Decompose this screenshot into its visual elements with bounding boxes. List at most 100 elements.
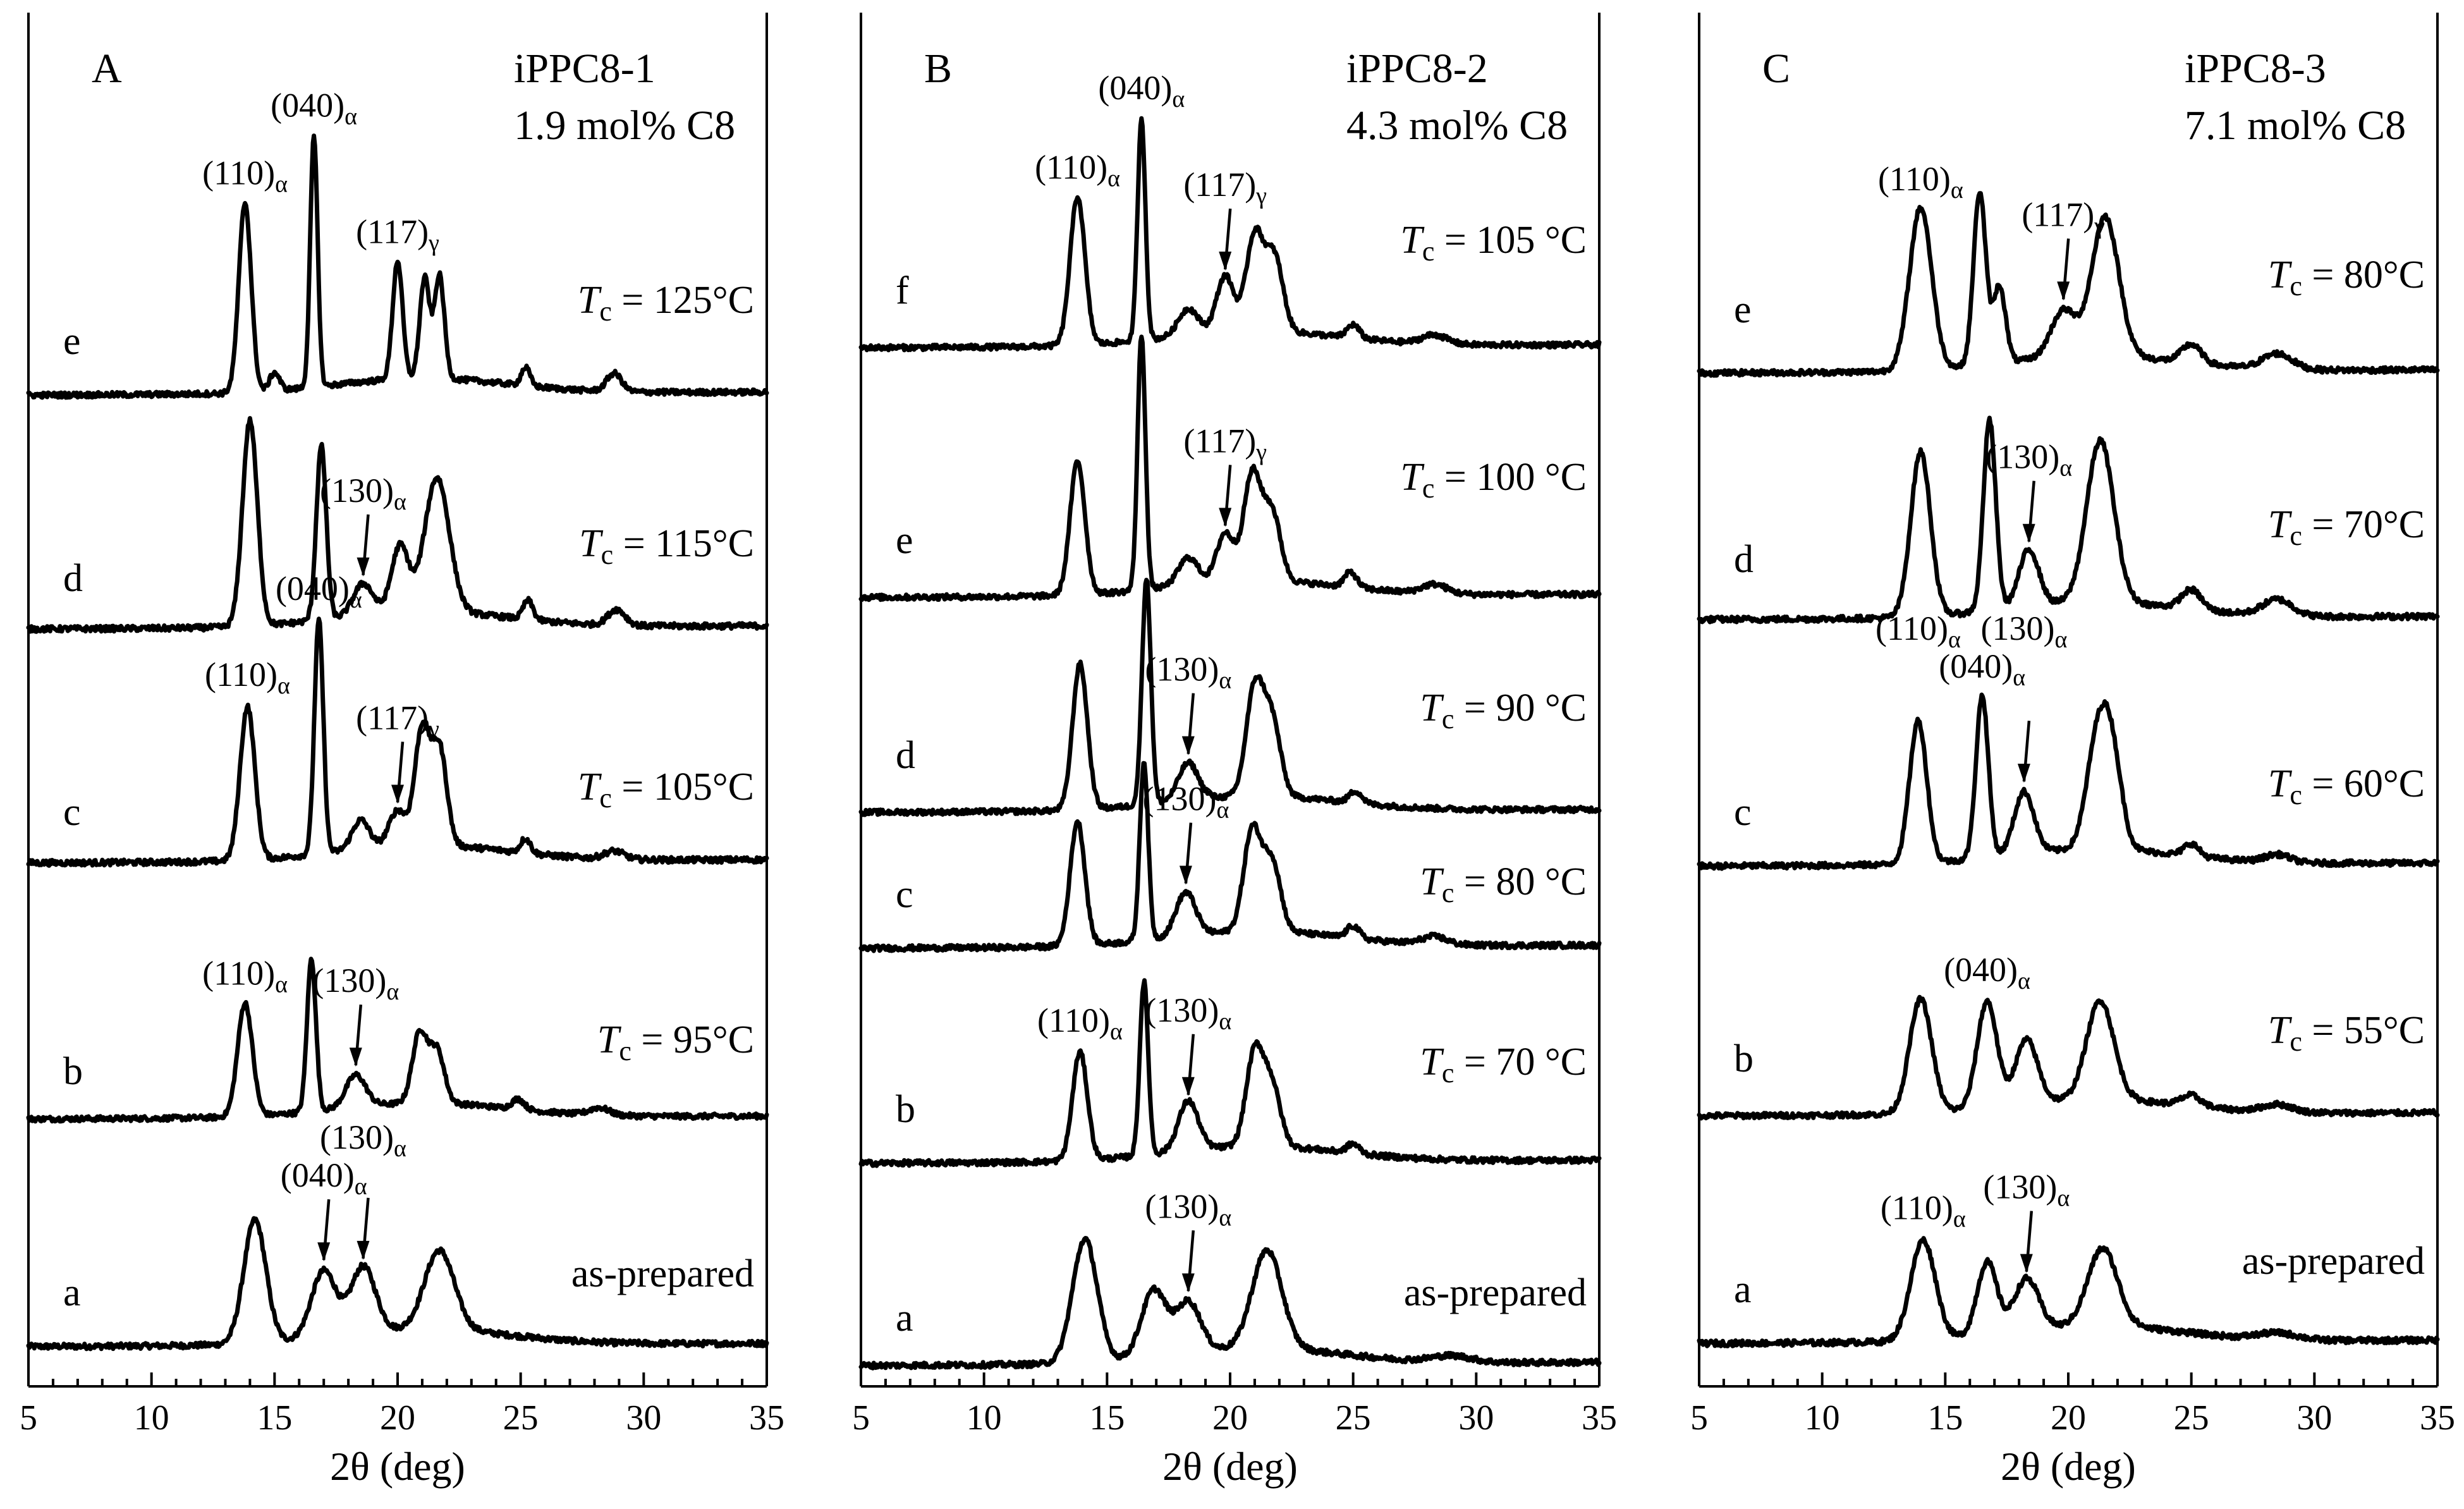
x-tick-label: 20 [380,1398,415,1438]
reflection-label: (130)α [1145,1187,1231,1231]
xrd-curve-e [1697,191,2440,378]
reflection-label: (110)α [1035,148,1120,192]
condition-label-f: Tc = 105 °C [1400,219,1587,267]
sample-name: iPPC8-2 [1346,46,1488,92]
x-tick-label: 25 [1336,1398,1371,1438]
condition-label-c: Tc = 80 °C [1420,860,1587,908]
series-label-a: a [896,1297,913,1340]
x-tick-label: 15 [257,1398,292,1438]
composition-label: 4.3 mol% C8 [1346,102,1568,149]
annotation-arrowhead [1181,736,1195,755]
reflection-label: (110)α [205,656,290,699]
reflection-label: (110)α [1875,609,1961,653]
reflection-label: (040)α [1939,647,2025,691]
series-label-c: c [896,873,913,916]
condition-label-b: Tc = 70 °C [1420,1041,1587,1089]
annotation-arrowhead [391,785,404,804]
series-label-a: a [1734,1268,1752,1311]
annotation-arrowhead [357,1240,370,1260]
composition-label: 1.9 mol% C8 [514,102,735,149]
series-label-c: c [1734,791,1752,834]
reflection-label: (040)α [281,1156,367,1200]
condition-label-b: Tc = 55°C [2268,1009,2425,1057]
annotation-arrowhead [357,557,370,577]
condition-label-c: Tc = 105°C [578,766,754,814]
xrd-curve-a [858,1236,1602,1371]
reflection-label: (117)γ [1183,422,1267,465]
series-label-e: e [896,519,913,562]
reflection-label: (117)γ [356,212,439,256]
condition-label-e: Tc = 80°C [2268,254,2425,302]
x-tick-label: 30 [1458,1398,1494,1438]
series-label-b: b [63,1050,83,1093]
reflection-label: (110)α [202,955,288,998]
condition-label-e: Tc = 125°C [578,279,754,327]
annotation-arrowhead [349,1048,362,1067]
condition-label-a: as-prepared [1404,1271,1587,1314]
reflection-label: (040)α [1944,951,2030,994]
series-label-b: b [896,1088,915,1131]
xrd-curve-c [1697,692,2440,871]
reflection-label: (117)γ [2022,195,2105,239]
xrd-curve-d [26,416,769,634]
panel-B: 5 10 15 20 25 30 35 2θ (deg) B iPPC8-2 4.3 mol% C8… [852,13,1617,1489]
x-tick-label: 10 [967,1398,1002,1438]
condition-label-a: as-prepared [2242,1240,2425,1283]
x-axis-label: 2θ (deg) [330,1444,465,1489]
xrd-curve-e [26,133,769,400]
reflection-label: (130)α [1983,1168,2070,1212]
series-label-d: d [896,734,915,777]
panel-C: 5 10 15 20 25 30 35 2θ (deg) C iPPC8-3 7.1 mol% C8… [1690,13,2455,1489]
xrd-curve-c [858,761,1602,953]
xrd-curve-a [26,1216,769,1352]
x-tick-label: 35 [2420,1398,2455,1438]
annotation-arrowhead [317,1242,331,1262]
series-label-d: d [63,557,83,600]
reflection-label: (130)α [1145,651,1231,694]
annotation-arrowhead [2022,523,2035,543]
x-tick-label: 25 [503,1398,539,1438]
reflection-label: (130)α [320,1118,406,1162]
x-tick-label: 15 [1089,1398,1125,1438]
panel-A: 5 10 15 20 25 30 35 2θ (deg) A iPPC8-1 1.9 mol% C8… [20,13,784,1489]
reflection-label: (130)α [1145,991,1231,1035]
reflection-label: (130)α [1142,779,1229,823]
x-tick-label: 30 [2296,1398,2332,1438]
x-tick-label: 10 [1805,1398,1840,1438]
xrd-curve-f [858,116,1602,353]
xrd-curve-c [26,616,769,868]
x-tick-label: 35 [749,1398,784,1438]
xrd-curve-b [858,978,1602,1168]
panel-letter: B [924,46,952,92]
x-tick-label: 25 [2174,1398,2209,1438]
reflection-label: (110)α [1878,160,1963,204]
annotation-arrowhead [2017,764,2030,783]
panel-letter: C [1762,46,1790,92]
condition-label-d: Tc = 90 °C [1420,687,1587,735]
x-tick-label: 5 [1690,1398,1708,1438]
reflection-label: (110)α [1881,1189,1966,1233]
reflection-label: (130)α [312,962,399,1005]
reflection-label: (117)γ [356,699,439,742]
panel-letter: A [92,46,122,92]
x-axis-label: 2θ (deg) [1162,1444,1298,1489]
annotation-arrowhead [1219,508,1232,527]
x-tick-label: 30 [626,1398,661,1438]
sample-name: iPPC8-1 [514,46,656,92]
reflection-label: (130)α [320,472,406,515]
reflection-label: (040)α [271,87,357,130]
condition-label-c: Tc = 60°C [2268,762,2425,810]
x-tick-label: 5 [852,1398,870,1438]
xrd-curve-d [858,577,1602,817]
annotation-arrowhead [1219,252,1232,271]
xrd-curve-b [26,956,769,1124]
x-tick-label: 15 [1927,1398,1963,1438]
xrd-curve-b [1697,994,2440,1121]
condition-label-a: as-prepared [571,1252,754,1295]
series-label-e: e [63,320,81,363]
xrd-curve-a [1697,1236,2440,1348]
series-label-b: b [1734,1037,1753,1080]
annotation-arrowhead [2057,281,2070,301]
series-label-d: d [1734,538,1753,581]
annotation-arrowhead [1179,865,1192,885]
